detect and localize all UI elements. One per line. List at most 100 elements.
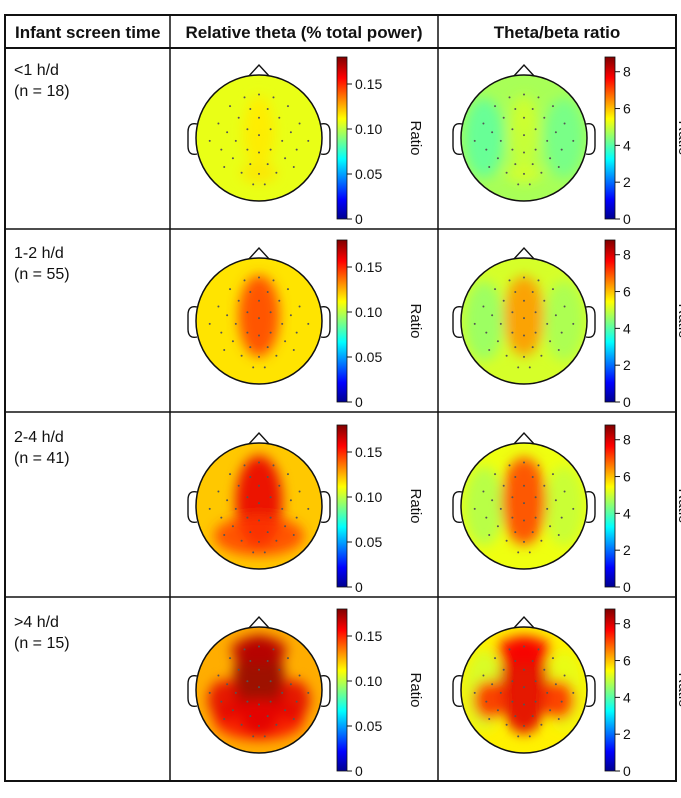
electrode-marker <box>266 531 269 534</box>
electrode-marker <box>220 331 223 334</box>
topomap-theta-row-2 <box>187 246 331 385</box>
left-ear-icon <box>187 674 198 708</box>
electrode-marker <box>560 148 563 151</box>
row-4-sample-size: (n = 15) <box>14 635 70 652</box>
electrode-marker <box>295 148 298 151</box>
colorbar-tick-label: 0.15 <box>355 628 382 644</box>
colorbar-title: Ratio <box>407 303 424 338</box>
electrode-marker <box>528 551 531 554</box>
electrode-marker <box>511 311 514 314</box>
electrode-marker <box>499 691 502 694</box>
electrode-marker <box>494 288 497 291</box>
electrode-marker <box>217 490 220 493</box>
electrode-marker <box>307 322 310 325</box>
head-outline <box>195 257 323 385</box>
electrode-marker <box>557 348 560 351</box>
electrode-marker <box>485 516 488 519</box>
head-outline <box>195 442 323 570</box>
electrode-marker <box>572 139 575 142</box>
nose-icon <box>512 63 536 78</box>
electrode-marker <box>284 525 287 528</box>
nose-icon <box>512 431 536 446</box>
colorbar-title: Ratio <box>675 303 681 338</box>
electrode-marker <box>511 680 514 683</box>
electrode-marker <box>246 516 249 519</box>
electrode-marker <box>240 354 243 357</box>
electrode-marker <box>534 516 537 519</box>
electrode-marker <box>543 299 546 302</box>
electrode-marker <box>563 122 566 125</box>
electrode-marker <box>266 476 269 479</box>
colorbar-tick-label: 0.05 <box>355 718 382 734</box>
right-ear-icon <box>585 122 596 156</box>
colorbar-tick-label: 4 <box>623 505 631 521</box>
electrode-marker <box>246 148 249 151</box>
electrode-marker <box>502 299 505 302</box>
electrode-marker <box>258 484 260 487</box>
right-ear-icon <box>320 490 331 524</box>
electrode-marker <box>551 105 554 108</box>
colorbar-tick-label: 0.10 <box>355 121 382 137</box>
electrode-marker <box>505 354 508 357</box>
electrode-marker <box>292 165 295 168</box>
electrode-marker <box>531 163 534 166</box>
topomap-ratio-row-4 <box>452 615 596 754</box>
electrode-marker <box>258 299 260 302</box>
electrode-marker <box>258 116 260 119</box>
colorbar-ratio-row-2: 0 2 4 6 8 Ratio <box>604 239 681 410</box>
electrode-marker <box>275 171 278 174</box>
electrode-marker <box>546 139 549 142</box>
electrode-marker <box>517 735 520 738</box>
electrode-marker <box>266 163 269 166</box>
colorbar-title: Ratio <box>675 672 681 707</box>
colorbar-tick-label: 0 <box>623 211 631 227</box>
electrode-marker <box>289 314 292 317</box>
electrode-marker <box>534 496 537 499</box>
topomap-theta-row-3 <box>187 431 331 570</box>
colorbar-tick-label: 0.05 <box>355 349 382 365</box>
left-ear-icon <box>187 490 198 524</box>
electrode-marker <box>534 128 537 131</box>
electrode-marker <box>508 648 511 651</box>
electrode-marker <box>505 723 508 726</box>
electrode-marker <box>488 348 491 351</box>
electrode-marker <box>269 496 272 499</box>
electrode-marker <box>220 148 223 151</box>
electrode-marker <box>537 648 540 651</box>
electrode-marker <box>523 502 525 505</box>
electrode-marker <box>269 148 272 151</box>
electrode-marker <box>258 93 260 96</box>
electrode-marker <box>249 163 252 166</box>
electrode-marker <box>546 322 549 325</box>
left-ear-icon <box>187 122 198 156</box>
electrode-marker <box>307 507 310 510</box>
electrode-marker <box>557 717 560 720</box>
electrode-marker <box>286 657 289 660</box>
electrode-marker <box>496 525 499 528</box>
electrode-marker <box>514 531 517 534</box>
electrode-marker <box>249 291 252 294</box>
colorbar-title: Ratio <box>407 120 424 155</box>
electrode-marker <box>563 305 566 308</box>
electrode-marker <box>523 484 525 487</box>
electrode-marker <box>252 551 255 554</box>
electrode-marker <box>281 507 284 510</box>
electrode-marker <box>551 657 554 660</box>
colorbar-tick-label: 0.15 <box>355 444 382 460</box>
electrode-marker <box>549 340 552 343</box>
electrode-marker <box>531 660 534 663</box>
electrode-marker <box>258 334 260 337</box>
electrode-marker <box>511 700 514 703</box>
electrode-marker <box>523 355 525 358</box>
electrode-marker <box>531 476 534 479</box>
electrode-marker <box>278 668 281 671</box>
electrode-marker <box>258 461 260 464</box>
electrode-marker <box>208 507 211 510</box>
electrode-marker <box>560 700 563 703</box>
electrode-marker <box>508 96 511 99</box>
electrode-marker <box>286 473 289 476</box>
electrode-marker <box>258 686 260 689</box>
electrode-marker <box>523 686 525 689</box>
colorbar-title: Ratio <box>675 488 681 523</box>
electrode-marker <box>551 288 554 291</box>
